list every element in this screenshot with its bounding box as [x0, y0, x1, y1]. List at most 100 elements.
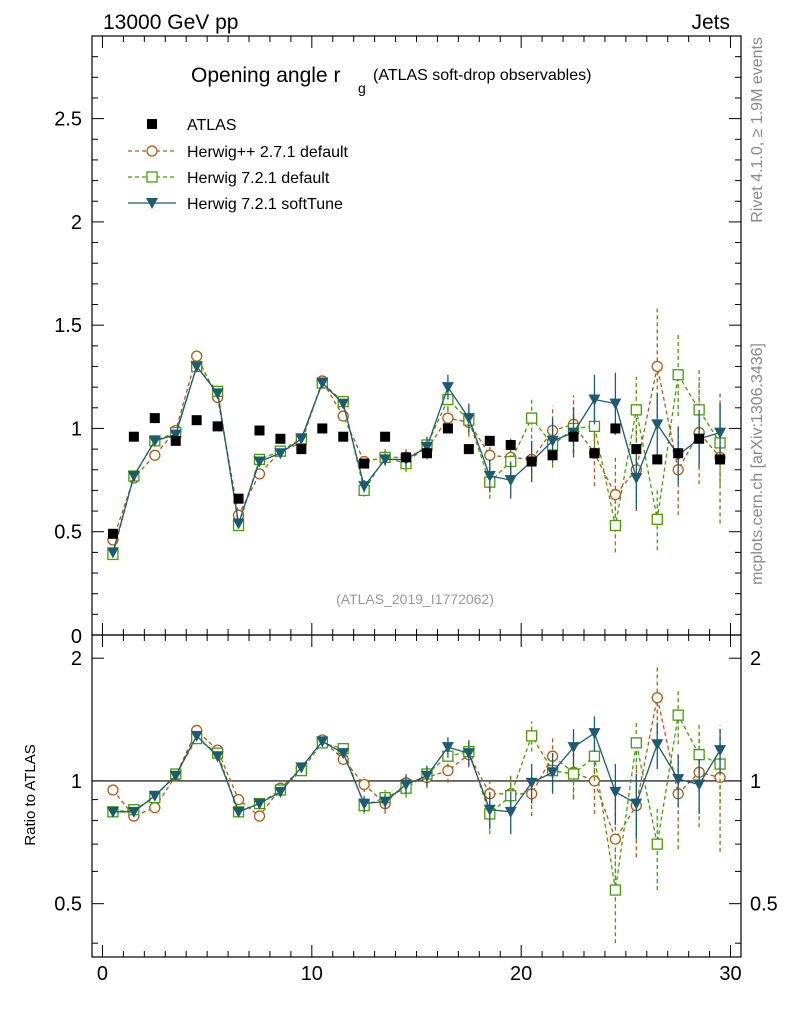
legend-entry-herwig7-default: Herwig 7.2.1 default	[128, 170, 330, 187]
data-point	[631, 444, 642, 455]
series-line	[112, 732, 721, 813]
category-label: Jets	[691, 11, 730, 34]
data-point	[568, 431, 579, 442]
main-y-ticks: 0.5 1 1.5 2 2.5 0	[54, 56, 741, 648]
data-point	[441, 382, 454, 394]
legend-symbol	[147, 119, 157, 129]
data-point	[379, 796, 392, 808]
ratio-x-ticks: 0 10 20 30	[97, 635, 742, 985]
data-point	[693, 749, 705, 761]
data-point	[714, 745, 727, 757]
data-point	[525, 777, 538, 789]
main-x-ticks	[101, 36, 732, 635]
data-point	[504, 475, 517, 487]
data-point	[609, 786, 622, 798]
data-point	[317, 423, 328, 434]
legend-symbol	[146, 145, 158, 157]
data-point	[379, 454, 392, 466]
data-point	[630, 473, 643, 485]
main-title-text: Opening angle r	[191, 64, 340, 87]
ratio-y-axis-label: Ratio to ATLAS	[22, 744, 39, 845]
data-point	[567, 768, 580, 780]
data-point	[609, 398, 622, 410]
legend-label-herwig7-softtune: Herwig 7.2.1 softTune	[187, 196, 343, 213]
data-point	[588, 728, 601, 740]
data-point	[484, 449, 496, 461]
data-point	[462, 748, 475, 760]
y-tick-label: 2.5	[54, 109, 82, 131]
data-point	[337, 398, 350, 410]
data-point	[106, 806, 119, 818]
y-tick-label: 1	[71, 418, 82, 440]
data-point	[672, 774, 685, 786]
x-tick-label: 10	[301, 963, 323, 985]
series-line	[112, 365, 721, 553]
series-line	[112, 365, 721, 555]
data-point	[169, 770, 182, 782]
y-tick-label: 0.5	[54, 894, 82, 916]
main-title: Opening angle r g (ATLAS soft-drop obser…	[191, 64, 591, 96]
data-point	[588, 394, 601, 406]
y-tick-label: 0.5	[54, 522, 82, 544]
analysis-label: (ATLAS_2019_I1772062)	[336, 591, 494, 607]
data-point	[714, 427, 727, 439]
data-point	[127, 806, 140, 818]
data-point	[693, 779, 706, 791]
data-point	[526, 456, 537, 467]
data-point	[483, 470, 496, 482]
data-point	[149, 801, 161, 814]
series-line	[112, 354, 721, 541]
data-point	[420, 442, 433, 454]
data-point	[253, 456, 266, 468]
data-point	[630, 404, 642, 416]
data-point	[609, 833, 622, 845]
data-point	[190, 361, 203, 373]
y-tick-label: 1	[71, 771, 82, 793]
data-point	[127, 470, 140, 482]
data-point	[462, 413, 475, 425]
data-point	[547, 450, 558, 461]
legend-symbol	[146, 198, 158, 209]
data-point	[609, 884, 622, 896]
legend-label-atlas: ATLAS	[187, 117, 237, 134]
y-tick-label: 2	[71, 212, 82, 234]
data-point	[275, 433, 286, 444]
data-point	[546, 767, 559, 779]
data-point	[567, 742, 580, 754]
series-line	[112, 697, 721, 841]
data-point	[107, 528, 118, 539]
x-tick-label: 20	[510, 963, 532, 985]
data-point	[505, 439, 516, 450]
data-point	[358, 481, 371, 493]
ratio-panel: 0 10 20 30 0.5 0.5 1 1 2 2 Ratio to ATLAS	[22, 634, 778, 985]
data-point	[483, 804, 496, 816]
data-point	[295, 433, 308, 445]
data-point	[358, 778, 370, 791]
data-point	[588, 750, 601, 762]
data-point	[232, 518, 245, 530]
data-point	[274, 448, 287, 460]
data-point	[191, 350, 203, 362]
legend-label-herwigpp: Herwig++ 2.7.1 default	[187, 144, 349, 161]
energy-label: 13000 GeV pp	[103, 11, 238, 34]
data-point	[233, 493, 244, 504]
data-point	[609, 488, 622, 501]
data-point	[420, 770, 433, 782]
series-3	[106, 361, 727, 559]
data-point	[672, 369, 684, 381]
y-tick-label-right: 1	[750, 771, 761, 793]
data-point	[380, 431, 391, 442]
data-point	[337, 748, 350, 760]
data-point	[630, 798, 643, 810]
series-0	[107, 413, 726, 539]
ratio-frame	[91, 634, 742, 958]
data-point	[295, 762, 308, 774]
data-point	[651, 513, 663, 525]
data-point	[148, 435, 161, 447]
data-point	[673, 448, 684, 459]
data-point	[484, 435, 495, 446]
legend-marker	[128, 171, 176, 183]
series-line	[112, 713, 721, 891]
legend-entry-atlas: ATLAS	[147, 117, 237, 134]
